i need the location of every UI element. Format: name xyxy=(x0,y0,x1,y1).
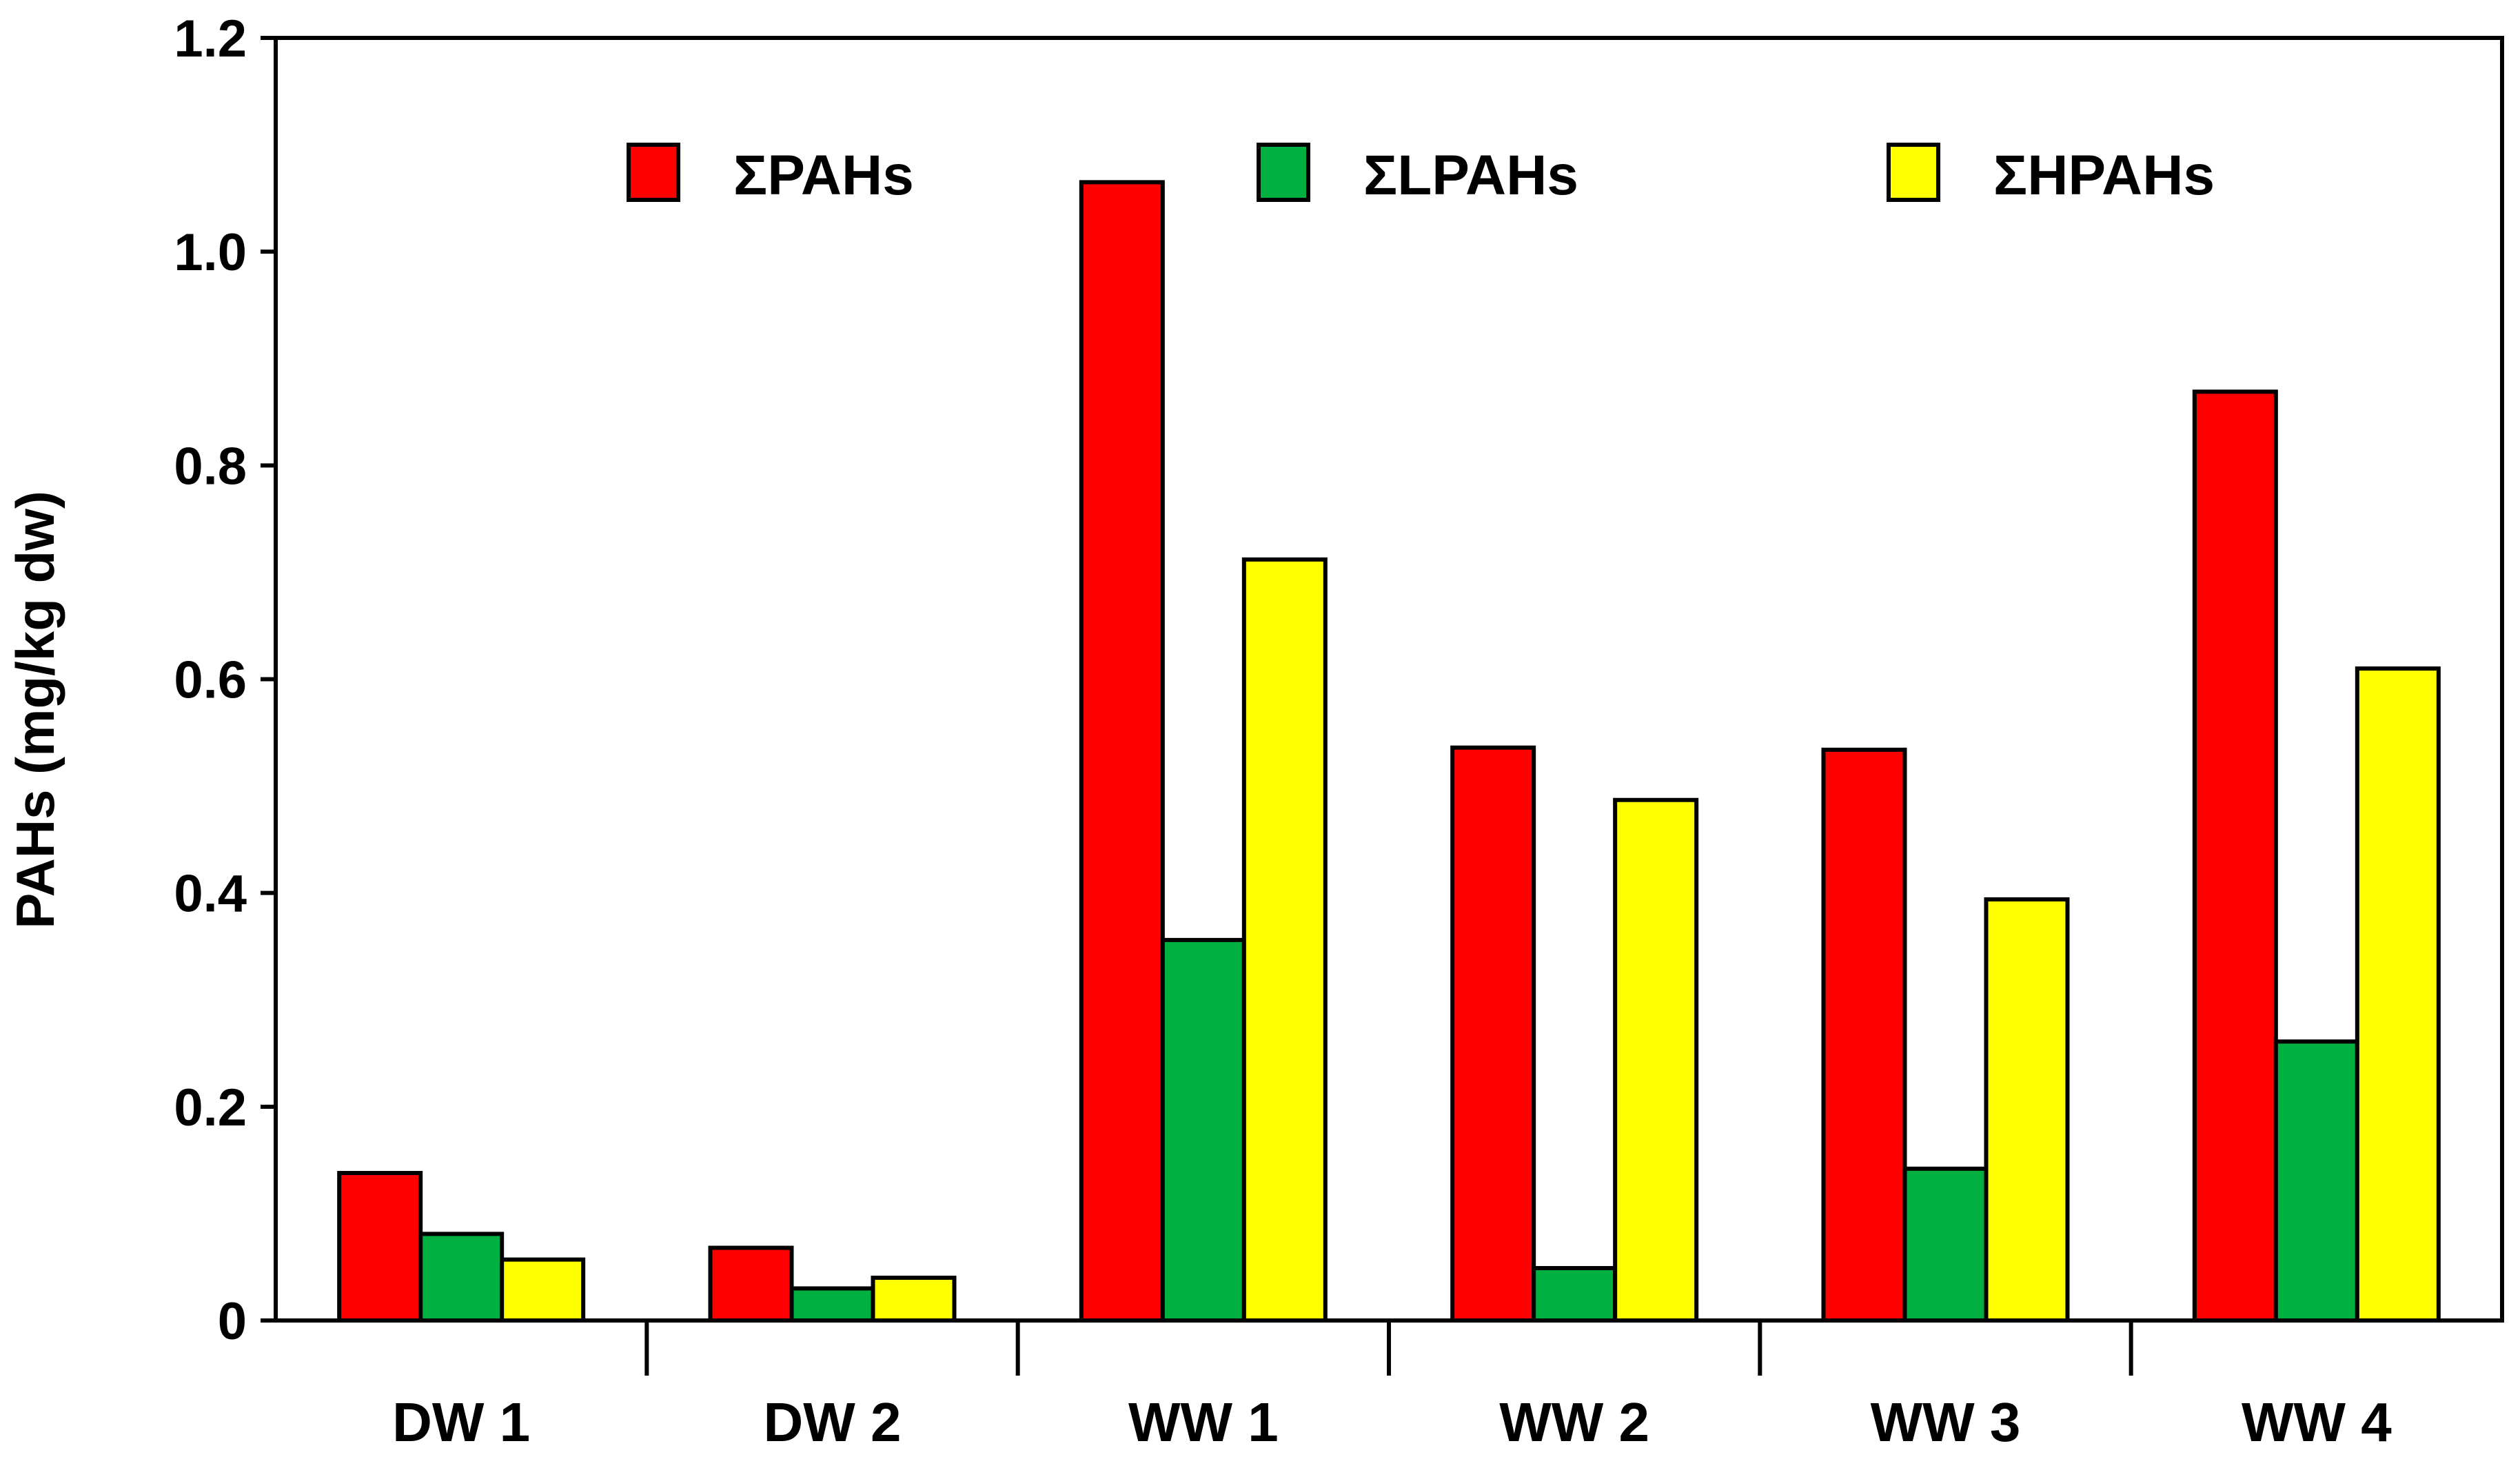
bar xyxy=(418,1232,505,1323)
bar xyxy=(1241,557,1328,1323)
bar xyxy=(500,1257,586,1323)
x-tick-label: DW 1 xyxy=(392,1391,530,1453)
plot-frame xyxy=(274,36,2504,1323)
bars xyxy=(337,180,2441,1323)
bar xyxy=(708,1245,794,1323)
legend-label: ΣHPAHs xyxy=(1993,144,2215,207)
bar xyxy=(871,1275,957,1323)
bar xyxy=(1902,1166,1989,1323)
legend: ΣPAHs ΣLPAHs ΣHPAHs xyxy=(627,143,2215,207)
legend-label: ΣLPAHs xyxy=(1363,144,1578,207)
y-tick-label: 0.6 xyxy=(174,651,247,710)
bar xyxy=(1450,745,1536,1323)
y-tick-label: 1.0 xyxy=(174,223,247,282)
legend-label: ΣPAHs xyxy=(733,144,914,207)
bar xyxy=(1160,937,1246,1323)
bar xyxy=(2192,389,2278,1323)
x-axis: DW 1 DW 2 WW 1 WW 2 WW 3 WW 4 xyxy=(392,1320,2392,1453)
bar xyxy=(2355,666,2441,1323)
bar xyxy=(1984,897,2070,1323)
y-tick-label: 0.8 xyxy=(174,437,247,496)
bar xyxy=(1821,747,1907,1323)
bar xyxy=(2273,1039,2359,1323)
x-tick-label: DW 2 xyxy=(764,1391,902,1453)
legend-swatch xyxy=(1887,143,1940,202)
y-tick-label: 1.2 xyxy=(174,10,247,68)
x-tick-label: WW 2 xyxy=(1499,1391,1649,1453)
x-tick-label: WW 4 xyxy=(2242,1391,2392,1453)
y-axis: 0 0.2 0.4 0.6 0.8 1.0 1.2 xyxy=(174,10,276,1351)
bar xyxy=(337,1170,423,1323)
bar xyxy=(1613,797,1699,1323)
bar xyxy=(1079,180,1165,1323)
y-tick-label: 0.4 xyxy=(174,865,247,924)
bar xyxy=(1532,1266,1618,1323)
legend-swatch xyxy=(1257,143,1310,202)
bar xyxy=(789,1286,875,1323)
x-tick-label: WW 3 xyxy=(1871,1391,2021,1453)
legend-swatch xyxy=(627,143,680,202)
y-tick-label: 0 xyxy=(218,1292,247,1351)
x-tick-label: WW 1 xyxy=(1128,1391,1279,1453)
plot-border xyxy=(274,36,2504,1323)
y-tick-label: 0.2 xyxy=(174,1079,247,1137)
y-axis-label: PAHs (mg/kg dw) xyxy=(5,491,65,929)
